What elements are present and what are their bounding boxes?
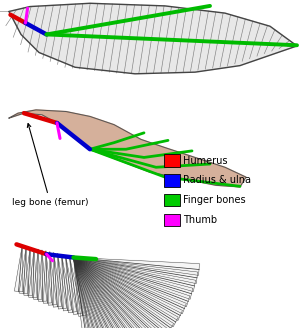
Text: Humerus: Humerus bbox=[183, 156, 227, 166]
Polygon shape bbox=[9, 110, 246, 187]
Polygon shape bbox=[74, 257, 152, 328]
Polygon shape bbox=[24, 248, 32, 296]
Polygon shape bbox=[70, 256, 82, 315]
Polygon shape bbox=[48, 252, 57, 305]
Polygon shape bbox=[66, 256, 77, 313]
Polygon shape bbox=[38, 250, 47, 301]
Polygon shape bbox=[74, 257, 147, 328]
Polygon shape bbox=[74, 257, 169, 328]
Polygon shape bbox=[9, 3, 297, 74]
Polygon shape bbox=[28, 248, 37, 297]
Polygon shape bbox=[58, 254, 67, 309]
Polygon shape bbox=[62, 255, 72, 311]
Polygon shape bbox=[43, 251, 52, 303]
Bar bbox=[164, 214, 180, 226]
Polygon shape bbox=[34, 249, 42, 299]
Bar bbox=[164, 174, 180, 187]
Polygon shape bbox=[74, 257, 198, 284]
Polygon shape bbox=[74, 257, 190, 307]
Polygon shape bbox=[74, 257, 193, 299]
Polygon shape bbox=[74, 257, 140, 328]
Polygon shape bbox=[74, 257, 182, 320]
Polygon shape bbox=[14, 246, 23, 292]
Polygon shape bbox=[74, 257, 128, 328]
Polygon shape bbox=[74, 257, 102, 328]
Polygon shape bbox=[74, 257, 164, 328]
Polygon shape bbox=[74, 257, 200, 276]
Bar bbox=[164, 154, 180, 167]
Polygon shape bbox=[74, 257, 87, 317]
Polygon shape bbox=[53, 253, 61, 307]
Polygon shape bbox=[74, 257, 196, 292]
Text: Thumb: Thumb bbox=[183, 215, 217, 225]
Text: Radius & ulna: Radius & ulna bbox=[183, 175, 251, 185]
Polygon shape bbox=[74, 257, 186, 314]
Polygon shape bbox=[74, 257, 178, 327]
Polygon shape bbox=[74, 257, 174, 328]
Polygon shape bbox=[19, 247, 28, 294]
Polygon shape bbox=[74, 257, 158, 328]
Text: leg bone (femur): leg bone (femur) bbox=[12, 124, 88, 207]
Polygon shape bbox=[74, 257, 115, 328]
Text: Finger bones: Finger bones bbox=[183, 195, 246, 205]
Bar bbox=[164, 194, 180, 206]
Polygon shape bbox=[74, 257, 134, 328]
Polygon shape bbox=[74, 257, 96, 328]
Polygon shape bbox=[74, 257, 122, 328]
Polygon shape bbox=[74, 257, 109, 328]
